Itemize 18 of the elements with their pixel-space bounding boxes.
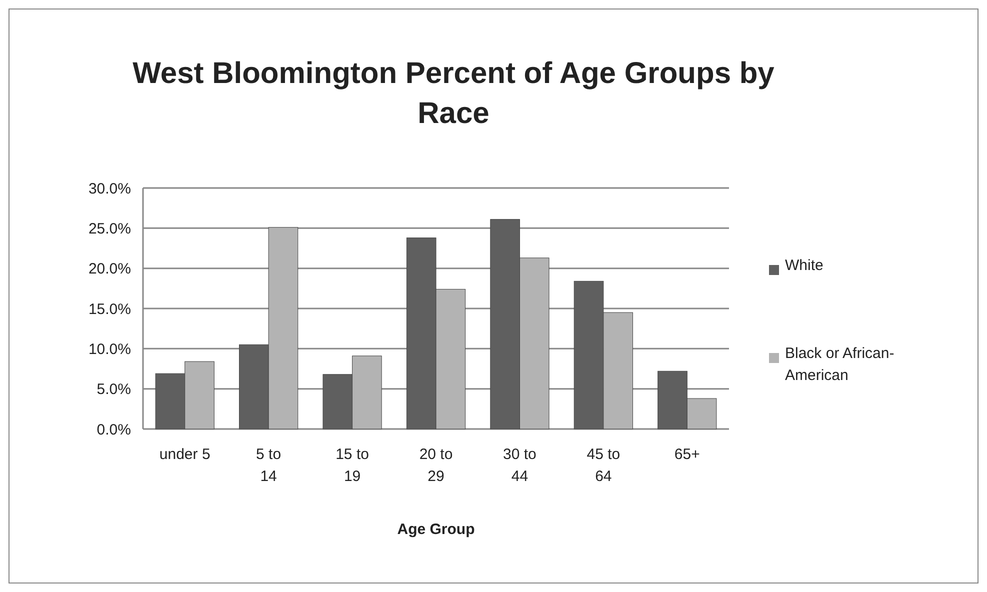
y-tick-label: 10.0% <box>88 340 131 358</box>
x-tick-label: 45 to 64 <box>586 446 620 485</box>
legend-label: White <box>785 257 824 274</box>
y-tick-label: 0.0% <box>96 421 131 438</box>
y-tick-label: 15.0% <box>88 300 131 318</box>
x-tick-label: under 5 <box>159 446 210 463</box>
x-tick-label: 20 to 29 <box>419 446 453 485</box>
y-tick-label: 25.0% <box>88 220 131 238</box>
x-tick-label: 65+ <box>674 446 700 463</box>
legend-label: Black or African-American <box>785 345 894 384</box>
y-tick-label: 30.0% <box>88 180 131 198</box>
x-tick-label: 30 to 44 <box>503 446 536 485</box>
x-tick-label: 15 to 19 <box>336 446 369 485</box>
x-axis-title: Age Group <box>397 521 475 538</box>
y-tick-label: 5.0% <box>96 381 131 398</box>
chart-title: West Bloomington Percent of Age Groups by Race <box>132 57 775 130</box>
x-tick-label: 5 to 14 <box>256 446 282 485</box>
y-tick-label: 20.0% <box>88 260 131 278</box>
